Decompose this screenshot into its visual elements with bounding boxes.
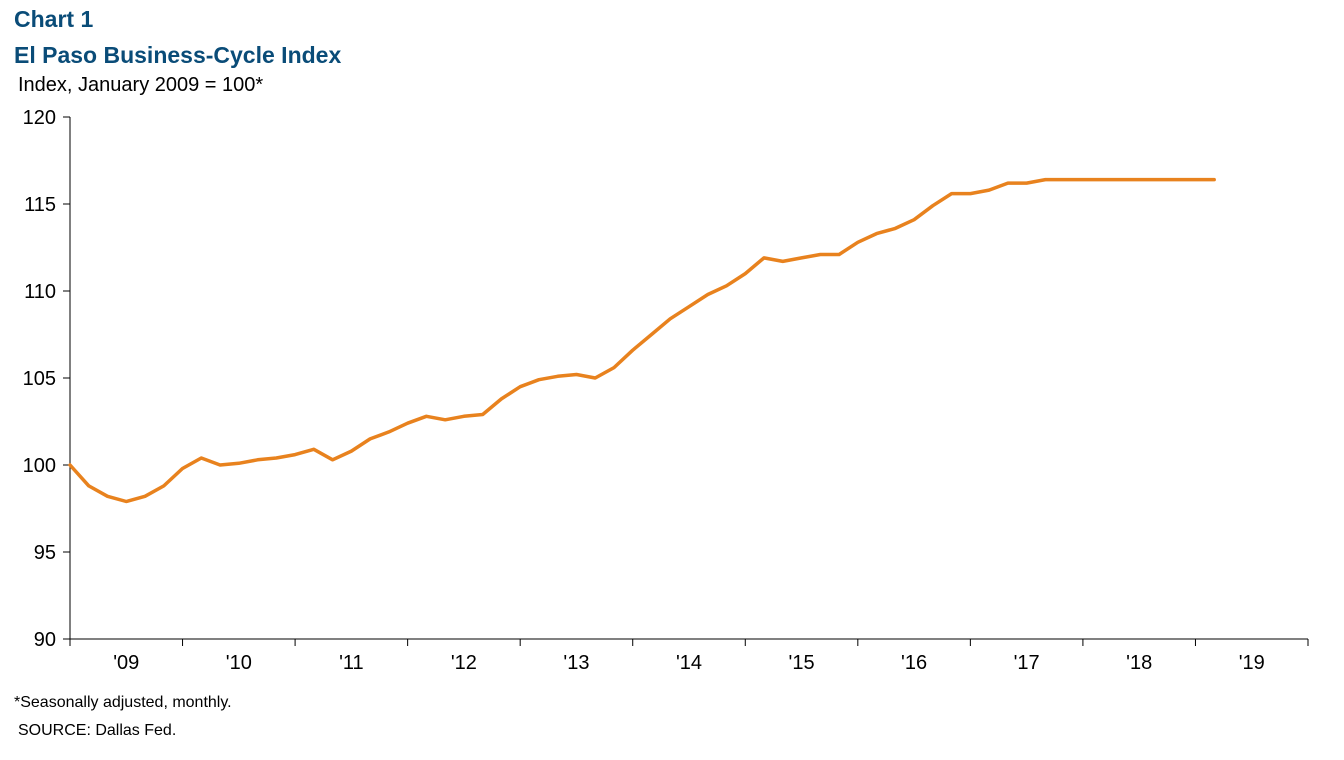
x-tick-label: '14 [676,652,702,674]
y-tick-label: 115 [24,194,56,216]
x-tick-label: '18 [1126,652,1152,674]
x-tick-label: '12 [451,652,477,674]
y-tick-label: 90 [34,629,56,651]
chart-title: El Paso Business-Cycle Index [14,42,342,68]
line-chart: 90 95 100 105 110 115 120 '09 '10 '11 '12 '13 '14 '1… [23,107,1309,674]
plot-area [68,177,1216,504]
x-axis: '09 '10 '11 '12 '13 '14 '15 '16 '17 '18 '19 [69,638,1309,674]
y-tick-label: 120 [23,107,56,129]
footnote: *Seasonally adjusted, monthly. [14,694,232,711]
series-line [68,177,1216,504]
x-tick-label: '11 [339,652,364,674]
x-tick-label: '16 [901,652,927,674]
y-tick-label: 100 [23,455,56,477]
y-axis: 90 95 100 105 110 115 120 [23,107,71,651]
x-tick-label: '13 [563,652,589,674]
x-tick-label: '17 [1014,652,1040,674]
x-tick-label: '19 [1239,652,1265,674]
x-tick-label: '15 [789,652,815,674]
source-note: SOURCE: Dallas Fed. [18,722,177,739]
y-tick-label: 105 [23,368,56,390]
y-tick-label: 110 [24,281,56,303]
x-tick-label: '10 [226,652,252,674]
x-tick-label: '09 [113,652,139,674]
y-tick-label: 95 [34,542,56,564]
y-axis-unit-label: Index, January 2009 = 100* [18,74,264,96]
chart-label: Chart 1 [14,6,94,32]
